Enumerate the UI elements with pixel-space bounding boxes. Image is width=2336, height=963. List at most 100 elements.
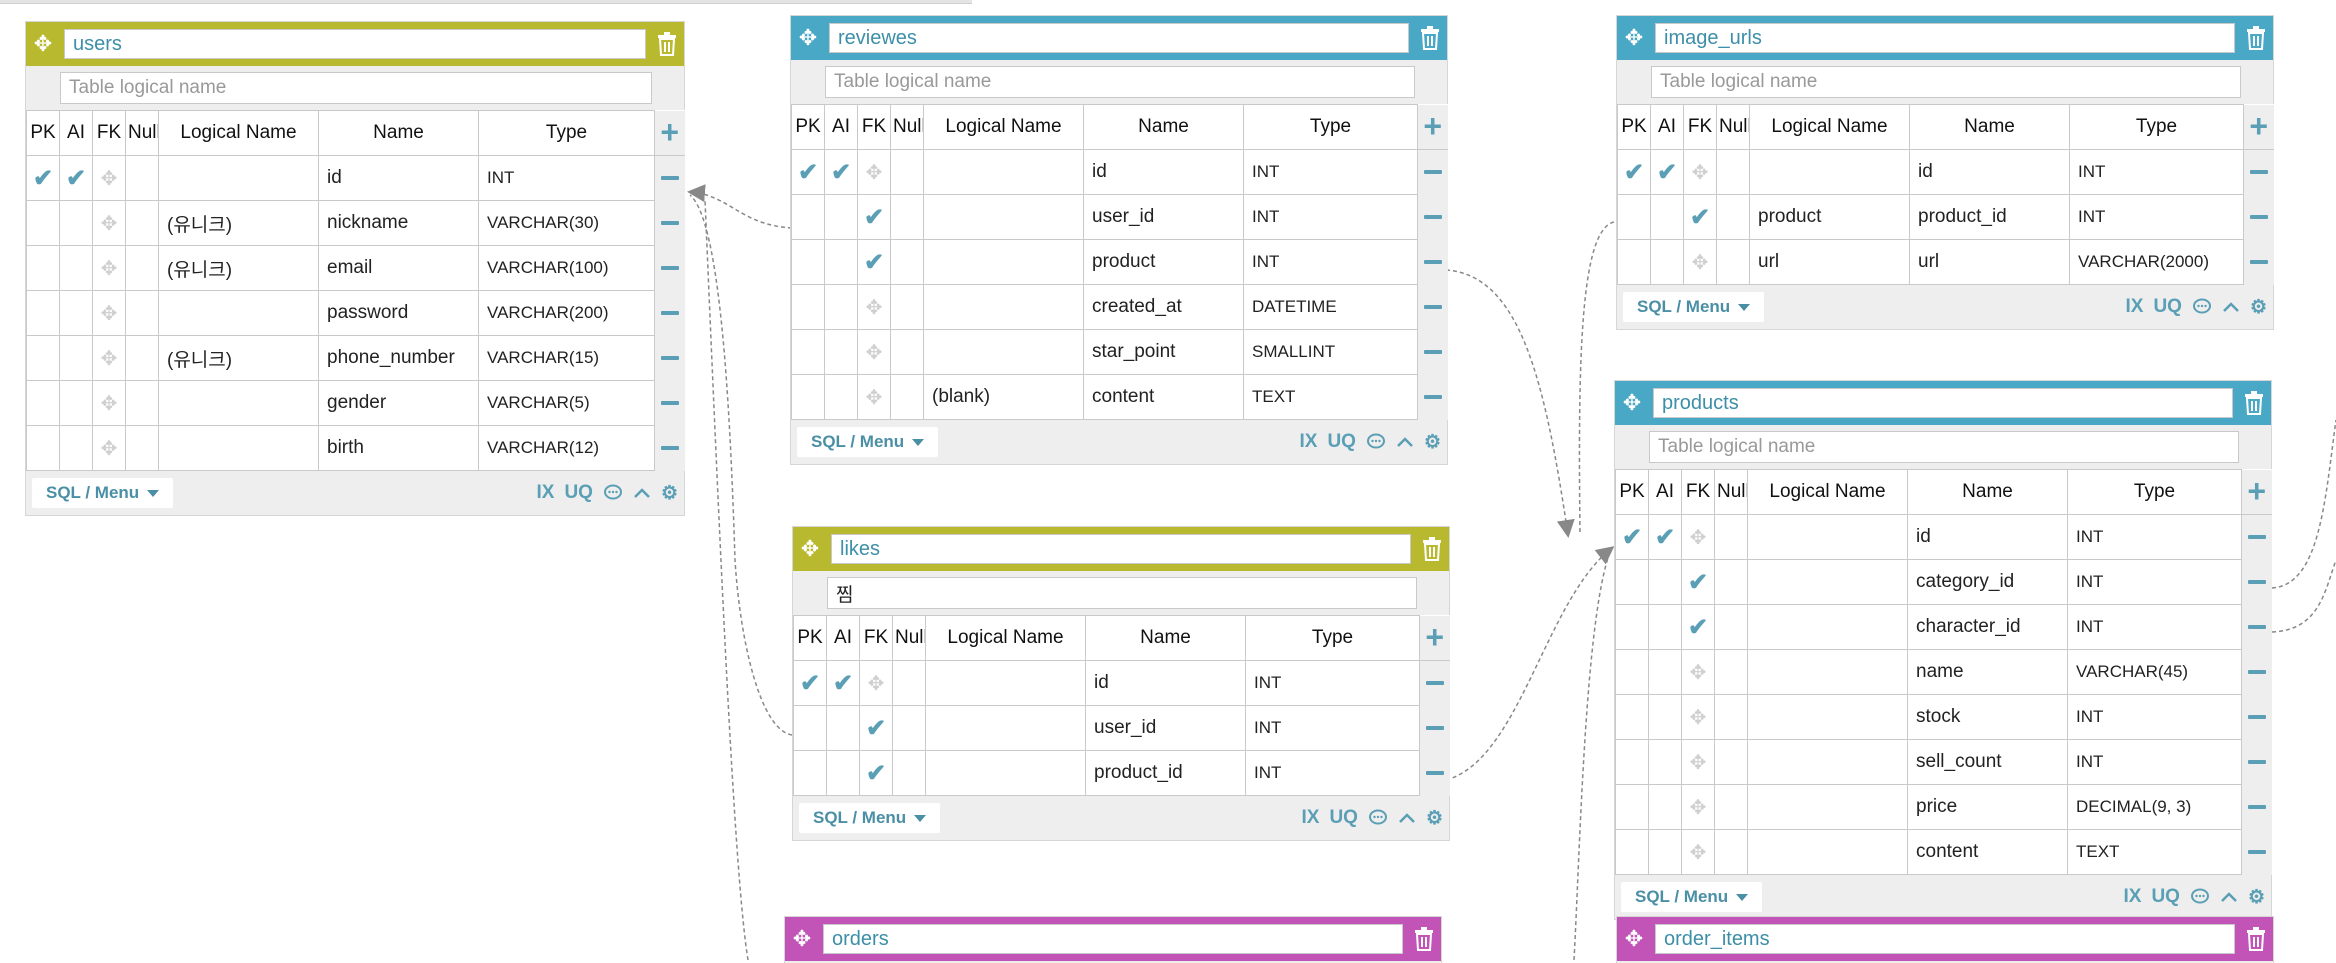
column-row[interactable]: ✥ price DECIMAL(9, 3) xyxy=(1615,784,2272,830)
fk-cell[interactable]: ✥ xyxy=(1683,239,1717,285)
remove-column-button[interactable] xyxy=(654,380,685,426)
collapse-icon[interactable] xyxy=(1398,812,1416,824)
move-icon[interactable]: ✥ xyxy=(1622,390,1642,415)
column-type-cell[interactable]: INT xyxy=(2067,514,2242,560)
logical-name-cell[interactable]: product xyxy=(1749,194,1910,240)
fk-cell[interactable]: ✥ xyxy=(1681,649,1715,695)
column-name-cell[interactable]: price xyxy=(1907,784,2068,830)
null-cell[interactable] xyxy=(890,284,924,330)
trash-icon[interactable] xyxy=(2239,26,2273,50)
column-name-cell[interactable]: id xyxy=(1907,514,2068,560)
pk-cell[interactable]: ✔ xyxy=(793,660,827,706)
fk-cell[interactable]: ✥ xyxy=(1681,514,1715,560)
remove-column-button[interactable] xyxy=(2243,194,2274,240)
column-type-cell[interactable]: INT xyxy=(1243,149,1418,195)
column-row[interactable]: ✔ ✔ ✥ id INT xyxy=(791,149,1448,195)
pk-cell[interactable] xyxy=(26,200,60,246)
logical-name-cell[interactable] xyxy=(1747,694,1908,740)
column-type-cell[interactable]: INT xyxy=(2067,604,2242,650)
pk-cell[interactable] xyxy=(26,335,60,381)
null-cell[interactable] xyxy=(1714,514,1748,560)
ai-cell[interactable]: ✔ xyxy=(1650,149,1684,195)
null-cell[interactable] xyxy=(890,149,924,195)
column-name-cell[interactable]: sell_count xyxy=(1907,739,2068,785)
pk-cell[interactable] xyxy=(791,284,825,330)
pk-cell[interactable] xyxy=(1615,829,1649,875)
remove-column-button[interactable] xyxy=(1417,284,1448,330)
logical-name-cell[interactable] xyxy=(1747,829,1908,875)
fk-cell[interactable]: ✥ xyxy=(857,329,891,375)
collapse-icon[interactable] xyxy=(633,487,651,499)
ai-cell[interactable] xyxy=(1648,829,1682,875)
logical-name-cell[interactable] xyxy=(158,380,319,426)
index-button[interactable]: IX xyxy=(1301,807,1320,828)
column-name-cell[interactable]: stock xyxy=(1907,694,2068,740)
null-cell[interactable] xyxy=(125,245,159,291)
column-name-cell[interactable]: name xyxy=(1907,649,2068,695)
unique-button[interactable]: UQ xyxy=(1327,431,1356,452)
column-type-cell[interactable]: VARCHAR(45) xyxy=(2067,649,2242,695)
ai-cell[interactable] xyxy=(826,750,860,796)
logical-name-cell[interactable] xyxy=(923,284,1084,330)
trash-icon[interactable] xyxy=(1415,537,1449,561)
unique-button[interactable]: UQ xyxy=(1329,807,1358,828)
comment-icon[interactable] xyxy=(2190,888,2210,906)
column-type-cell[interactable]: INT xyxy=(1245,750,1420,796)
column-name-cell[interactable]: category_id xyxy=(1907,559,2068,605)
collapse-icon[interactable] xyxy=(2220,891,2238,903)
pk-cell[interactable] xyxy=(791,239,825,285)
table-name-input[interactable]: products xyxy=(1653,388,2233,418)
fk-cell[interactable]: ✥ xyxy=(857,149,891,195)
remove-column-button[interactable] xyxy=(2241,784,2272,830)
null-cell[interactable] xyxy=(890,239,924,285)
remove-column-button[interactable] xyxy=(654,290,685,336)
column-row[interactable]: ✔ category_id INT xyxy=(1615,559,2272,605)
column-row[interactable]: ✥ (유니크) phone_number VARCHAR(15) xyxy=(26,335,685,381)
pk-cell[interactable] xyxy=(26,380,60,426)
add-column-button[interactable]: + xyxy=(1419,615,1450,661)
fk-cell[interactable]: ✔ xyxy=(1681,559,1715,605)
index-button[interactable]: IX xyxy=(2123,886,2142,907)
ai-cell[interactable] xyxy=(59,335,93,381)
column-row[interactable]: ✥ (유니크) nickname VARCHAR(30) xyxy=(26,200,685,246)
null-cell[interactable] xyxy=(1714,739,1748,785)
index-button[interactable]: IX xyxy=(2125,296,2144,317)
remove-column-button[interactable] xyxy=(1419,705,1450,751)
column-type-cell[interactable]: VARCHAR(15) xyxy=(478,335,655,381)
null-cell[interactable] xyxy=(1716,239,1750,285)
pk-cell[interactable] xyxy=(793,705,827,751)
remove-column-button[interactable] xyxy=(2243,239,2274,285)
fk-cell[interactable]: ✥ xyxy=(1681,784,1715,830)
table-name-input[interactable]: users xyxy=(64,29,646,59)
add-column-button[interactable]: + xyxy=(1417,104,1448,150)
column-row[interactable]: ✥ password VARCHAR(200) xyxy=(26,290,685,336)
table-name-input[interactable]: order_items xyxy=(1655,924,2235,954)
column-row[interactable]: ✥ star_point SMALLINT xyxy=(791,329,1448,375)
column-name-cell[interactable]: user_id xyxy=(1083,194,1244,240)
gear-icon[interactable]: ⚙ xyxy=(660,482,678,504)
table-order-items[interactable]: ✥ order_items xyxy=(1616,916,2274,963)
null-cell[interactable] xyxy=(125,290,159,336)
table-likes[interactable]: ✥ likes 찜 PK AI FK Null Logical Name Nam… xyxy=(792,526,1450,841)
column-type-cell[interactable]: VARCHAR(5) xyxy=(478,380,655,426)
column-row[interactable]: ✥ created_at DATETIME xyxy=(791,284,1448,330)
move-icon[interactable]: ✥ xyxy=(33,31,53,56)
column-name-cell[interactable]: created_at xyxy=(1083,284,1244,330)
ai-cell[interactable] xyxy=(1648,559,1682,605)
fk-cell[interactable]: ✥ xyxy=(859,660,893,706)
ai-cell[interactable] xyxy=(824,374,858,420)
null-cell[interactable] xyxy=(890,374,924,420)
logical-name-cell[interactable] xyxy=(925,705,1086,751)
column-type-cell[interactable]: INT xyxy=(1245,705,1420,751)
column-type-cell[interactable]: INT xyxy=(2067,739,2242,785)
column-row[interactable]: ✔ ✔ ✥ id INT xyxy=(1615,514,2272,560)
logical-name-cell[interactable]: (유니크) xyxy=(158,200,319,246)
add-column-button[interactable]: + xyxy=(2243,104,2274,150)
pk-cell[interactable] xyxy=(1615,739,1649,785)
column-type-cell[interactable]: DATETIME xyxy=(1243,284,1418,330)
comment-icon[interactable] xyxy=(2192,298,2212,316)
column-name-cell[interactable]: product_id xyxy=(1909,194,2070,240)
table-name-input[interactable]: orders xyxy=(823,924,1403,954)
column-name-cell[interactable]: password xyxy=(318,290,479,336)
ai-cell[interactable] xyxy=(1648,604,1682,650)
